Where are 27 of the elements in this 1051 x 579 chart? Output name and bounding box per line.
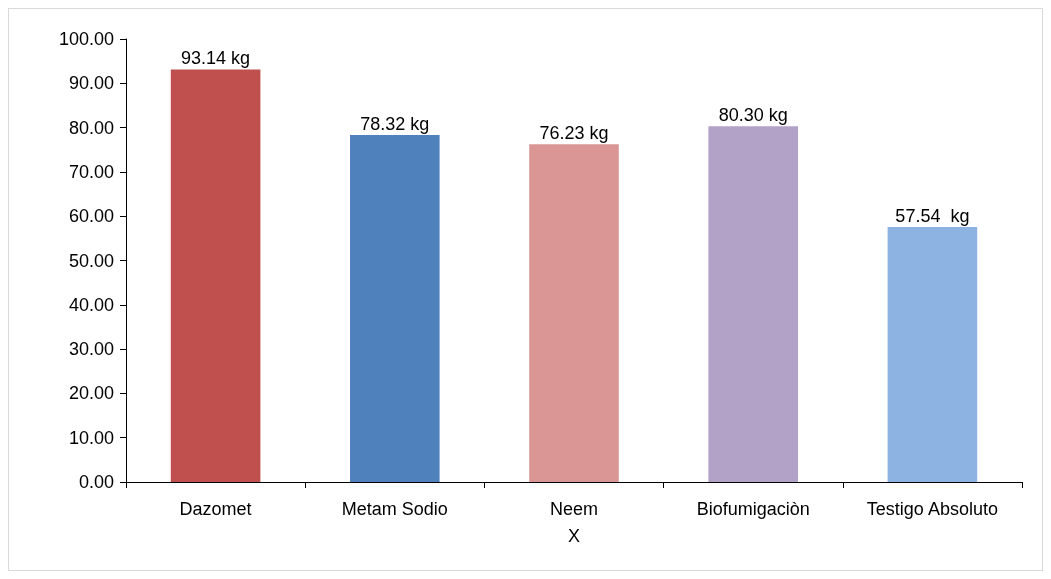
- x-tick-label: Dazomet: [179, 499, 252, 519]
- bar: [529, 144, 619, 482]
- data-label: 93.14 kg: [181, 48, 251, 69]
- data-label: 57.54 kg: [895, 206, 970, 227]
- y-tick-label: 0.00: [78, 472, 114, 492]
- y-tick-label: 90.00: [68, 73, 114, 94]
- bar: [708, 126, 798, 482]
- y-tick-label: 80.00: [68, 117, 114, 138]
- bar: [170, 69, 261, 482]
- y-tick-label: 60.00: [68, 206, 114, 227]
- bar: [887, 227, 978, 482]
- x-tick-label: Biofumigaciòn: [696, 499, 810, 519]
- data-label: 80.30 kg: [718, 105, 788, 126]
- y-tick-label: 50.00: [68, 250, 114, 271]
- y-tick-label: 100.00: [58, 29, 114, 49]
- bar: [350, 135, 440, 482]
- y-tick-label: 70.00: [68, 161, 114, 182]
- x-tick-label: Metam Sodio: [341, 499, 448, 519]
- y-tick-label: 30.00: [68, 339, 114, 360]
- y-tick-label: 20.00: [68, 383, 114, 404]
- x-tick-label: Testigo Absoluto: [866, 499, 998, 519]
- y-tick-label: 10.00: [68, 427, 114, 448]
- y-tick-label: 40.00: [68, 294, 114, 315]
- x-axis-title: X: [567, 526, 581, 546]
- data-label: 76.23 kg: [539, 123, 609, 144]
- data-label: 78.32 kg: [360, 114, 430, 135]
- x-tick-label: Neem: [549, 499, 599, 519]
